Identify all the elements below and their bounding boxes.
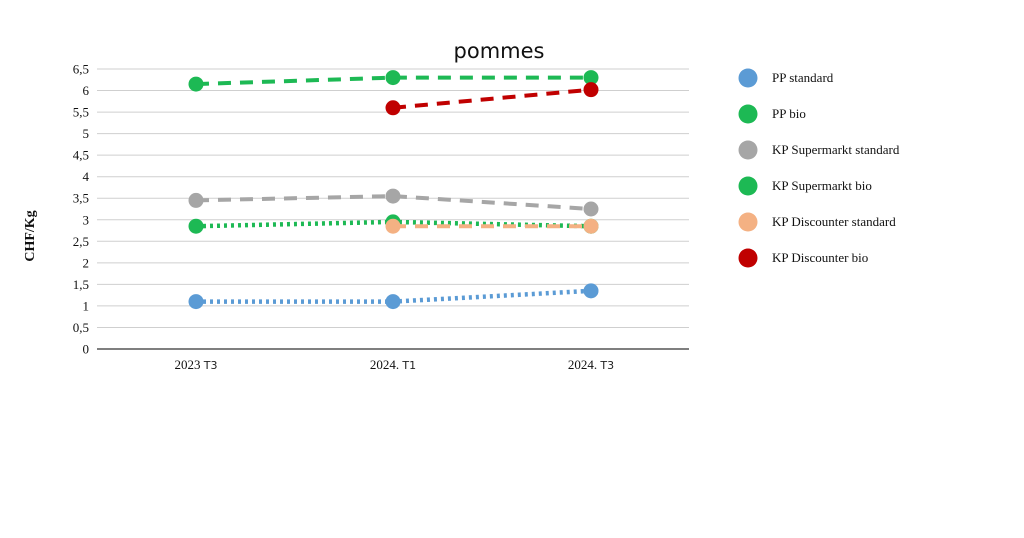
y-axis-label: CHF/Kg: [23, 210, 38, 261]
y-tick-label: 6,5: [73, 62, 89, 77]
legend-marker-kp-discounter-standard: [738, 212, 758, 232]
y-axis-ticks: 0 0,5 1 1,5 2 2,5 3 3,5 4 4,5 5 5,5 6 6,5: [73, 62, 90, 357]
data-point-kp-supermarkt-standard: [385, 188, 401, 204]
x-tick-label: 2024. T1: [370, 357, 416, 372]
legend-marker-pp-bio: [738, 104, 758, 124]
data-point-kp-discounter-bio: [385, 100, 401, 116]
data-point-pp-bio: [188, 76, 204, 92]
legend-marker-pp-standard: [738, 68, 758, 88]
data-point-kp-discounter-bio: [583, 82, 599, 98]
y-tick-label: 0,5: [73, 320, 89, 335]
x-tick-label: 2023 T3: [175, 357, 218, 372]
y-tick-label: 2,5: [73, 234, 89, 249]
y-tick-label: 1: [83, 298, 90, 313]
y-tick-label: 6: [83, 83, 90, 98]
legend-marker-kp-discounter-bio: [738, 248, 758, 268]
chart-title: pommes: [454, 39, 545, 63]
legend-label: KP Supermarkt bio: [772, 178, 872, 193]
data-point-pp-standard: [583, 283, 599, 299]
y-tick-label: 1,5: [73, 277, 89, 292]
legend-label: KP Discounter standard: [772, 214, 896, 229]
y-tick-label: 5,5: [73, 105, 89, 120]
data-point-pp-standard: [385, 294, 401, 310]
x-tick-label: 2024. T3: [568, 357, 614, 372]
legend-label: KP Discounter bio: [772, 250, 868, 265]
data-point-kp-discounter-standard: [583, 218, 599, 234]
data-point-kp-supermarkt-standard: [583, 201, 599, 217]
y-tick-label: 3,5: [73, 191, 89, 206]
y-tick-label: 2: [83, 255, 90, 270]
y-tick-label: 3: [83, 212, 90, 227]
y-tick-label: 5: [83, 126, 90, 141]
data-point-pp-standard: [188, 294, 204, 310]
x-axis-ticks: 2023 T3 2024. T1 2024. T3: [175, 357, 615, 372]
y-tick-label: 4,5: [73, 148, 89, 163]
data-point-pp-bio: [385, 70, 401, 86]
data-point-kp-discounter-standard: [385, 218, 401, 234]
legend-label: PP bio: [772, 106, 806, 121]
legend-label: KP Supermarkt standard: [772, 142, 900, 157]
y-tick-label: 4: [83, 169, 90, 184]
data-point-pp-bio: [583, 70, 599, 86]
data-point-kp-supermarkt-standard: [188, 192, 204, 208]
legend-label: PP standard: [772, 70, 834, 85]
series-line-kp-discounter-bio: [392, 87, 592, 110]
series-layer: [188, 70, 599, 310]
legend-marker-kp-supermarkt-bio: [738, 176, 758, 196]
data-point-kp-supermarkt-bio: [188, 218, 204, 234]
legend: PP standard PP bio KP Supermarkt standard K…: [738, 68, 900, 268]
legend-marker-kp-supermarkt-standard: [738, 140, 758, 160]
y-tick-label: 0: [83, 342, 90, 357]
